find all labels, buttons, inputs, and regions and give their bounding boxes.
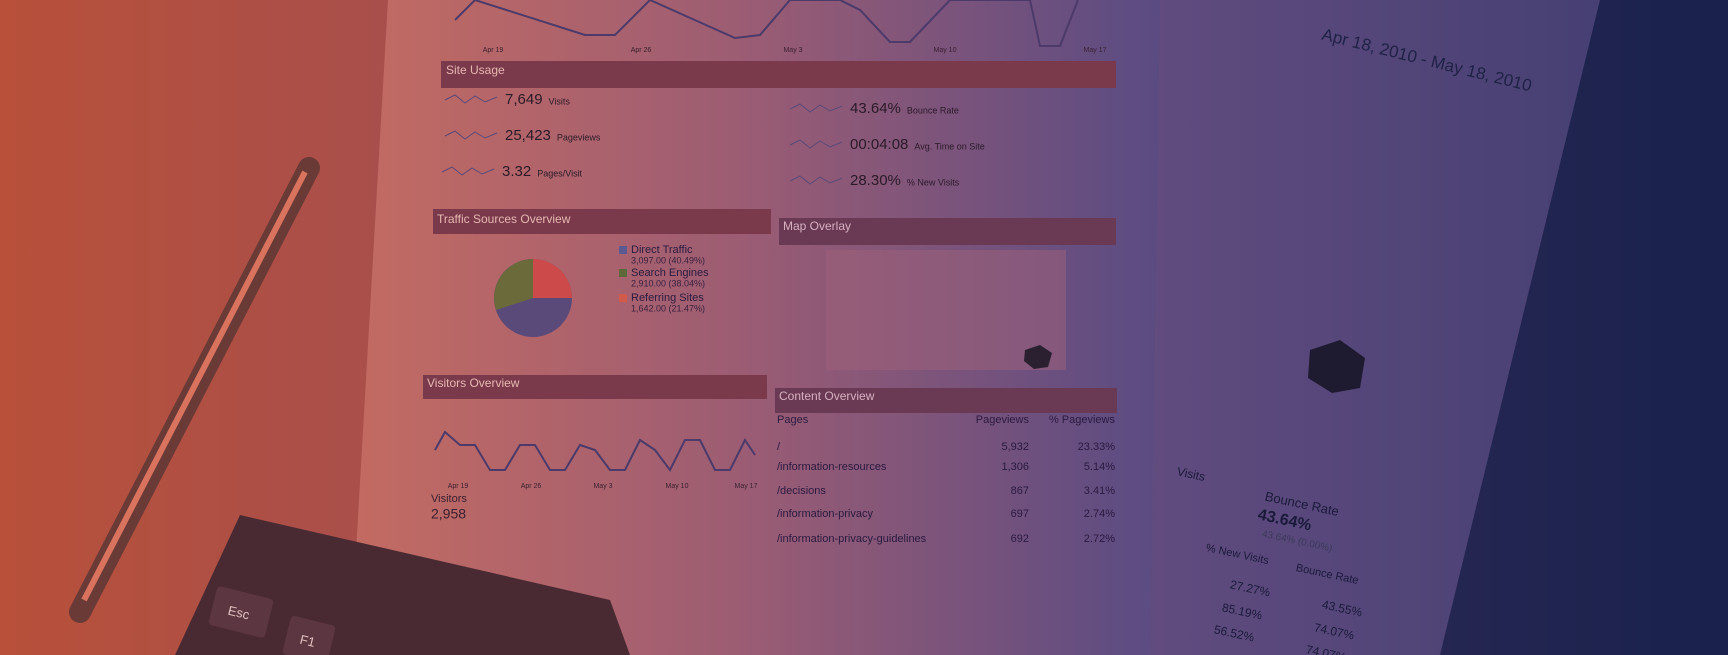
metric-value: 28.30%: [850, 172, 901, 189]
sparkline: [789, 175, 843, 185]
metric-value: 7,649: [505, 91, 543, 108]
table-cell: 1,306: [1001, 461, 1029, 473]
axis-label: May 3: [593, 483, 612, 490]
axis-label: May 10: [666, 483, 689, 490]
top-chart-line: [454, 0, 1079, 47]
key: [282, 615, 336, 655]
metric-value: 00:04:08: [850, 136, 908, 153]
metric-label: Visitors: [431, 493, 467, 505]
legend-detail: 1,642.00 (21.47%): [631, 303, 705, 313]
pie-slice: [494, 259, 533, 310]
pen-highlight: [81, 170, 308, 602]
table-cell: 692: [1011, 533, 1029, 545]
key: [208, 586, 274, 638]
table-cell: 2.72%: [1084, 533, 1115, 545]
table-cell: 3.41%: [1084, 485, 1115, 497]
legend-name: Search Engines: [631, 267, 709, 279]
sparkline: [444, 94, 498, 104]
table-cell: 5,932: [1001, 441, 1029, 453]
axis-label: Apr 26: [521, 483, 542, 490]
metric-value: 43.64%: [850, 100, 901, 117]
sparkline: [441, 166, 495, 176]
metric-label: Avg. Time on Site: [914, 141, 984, 151]
section-header: [433, 209, 771, 234]
table-cell: /information-resources: [777, 461, 887, 473]
axis-label: May 3: [783, 47, 802, 54]
key-label: F1: [298, 632, 316, 650]
column-header: % Pageviews: [1049, 414, 1116, 426]
keyboard: [175, 515, 630, 655]
section-title: Visitors Overview: [427, 376, 520, 390]
table-cell: 5.14%: [1084, 461, 1115, 473]
column-header: Pages: [777, 414, 809, 426]
legend-swatch: [619, 269, 627, 277]
table-cell: /information-privacy-guidelines: [777, 533, 927, 545]
sparkline: [789, 139, 843, 149]
table-cell: 697: [1011, 508, 1029, 520]
legend-detail: 2,910.00 (38.04%): [631, 278, 705, 288]
legend-detail: 3,097.00 (40.49%): [631, 255, 705, 265]
section-title: Map Overlay: [783, 219, 851, 233]
metric-value: 25,423: [505, 127, 551, 144]
metric-label: Visits: [549, 96, 571, 106]
sparkline: [789, 103, 843, 113]
key-label: Esc: [226, 603, 251, 623]
axis-label: Apr 26: [631, 47, 652, 54]
axis-label: Apr 19: [483, 47, 504, 54]
legend-swatch: [619, 246, 627, 254]
metric-label: Bounce Rate: [907, 105, 959, 115]
axis-label: Apr 19: [448, 483, 469, 490]
legend-swatch: [619, 294, 627, 302]
table-cell: /information-privacy: [777, 508, 873, 520]
section-header: [441, 61, 1116, 88]
axis-label: May 17: [1084, 47, 1107, 54]
tablet: [1440, 0, 1728, 655]
column-header: Pageviews: [976, 414, 1030, 426]
metric-label: Pages/Visit: [537, 168, 582, 178]
table-cell: /decisions: [777, 485, 826, 497]
section-header: [779, 218, 1116, 245]
section-header: [775, 388, 1117, 413]
metric-value: 3.32: [502, 163, 531, 180]
side-label: Visits: [1176, 464, 1207, 484]
metric-value: 2,958: [431, 506, 466, 522]
section-header: [423, 375, 767, 399]
table-cell: 867: [1011, 485, 1029, 497]
report-sheet: [350, 0, 1160, 655]
side-sheet: [1150, 0, 1600, 655]
sparkline: [444, 130, 498, 140]
map-shape: [1024, 345, 1052, 369]
table-cell: /: [777, 441, 781, 453]
section-title: Traffic Sources Overview: [437, 212, 571, 226]
metric-label: % New Visits: [907, 177, 960, 187]
pie-slice: [533, 259, 572, 298]
section-title: Content Overview: [779, 389, 875, 403]
legend-name: Direct Traffic: [631, 244, 693, 256]
axis-label: May 10: [934, 47, 957, 54]
table-cell: 23.33%: [1078, 441, 1116, 453]
map-shape: [1308, 340, 1365, 393]
section-title: Site Usage: [446, 63, 505, 77]
axis-label: May 17: [735, 483, 758, 490]
metric-label: Pageviews: [557, 132, 601, 142]
table-cell: 2.74%: [1084, 508, 1115, 520]
visitors-line: [434, 430, 756, 472]
legend-name: Referring Sites: [631, 292, 704, 304]
